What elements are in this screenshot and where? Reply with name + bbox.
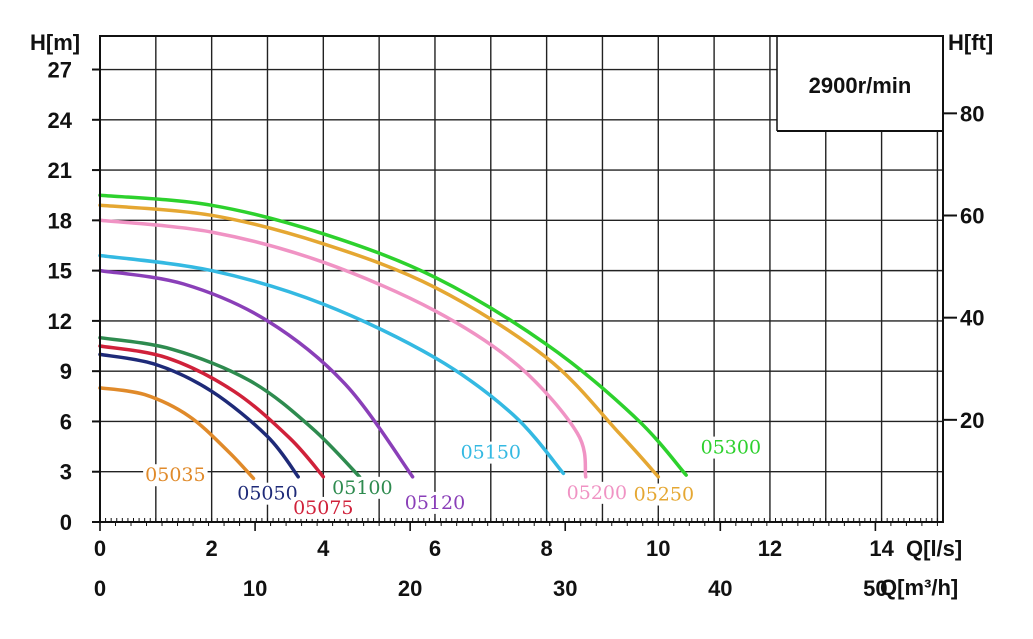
- left-tick-label: 12: [48, 309, 72, 334]
- series-label-bg: [698, 436, 764, 459]
- bottom-tick-label-ls: 10: [646, 536, 670, 561]
- right-tick-label: 20: [960, 408, 984, 433]
- curve-05035: [98, 386, 256, 481]
- series-label-05050: 05050: [237, 483, 297, 505]
- curve-05100: [98, 335, 362, 479]
- plot-frame: [99, 35, 944, 523]
- bottom-tick-label-ls: 4: [317, 536, 330, 561]
- series-label-bg: [330, 476, 395, 499]
- bottom-tick-label-ls: 6: [429, 536, 441, 561]
- series-label-bg: [564, 481, 630, 504]
- curve-05075: [98, 344, 326, 479]
- series-label-05150: 05150: [461, 442, 521, 464]
- series-label-bg: [291, 496, 356, 519]
- bottom-tick-label-m3h: 50: [863, 576, 887, 601]
- series-label-bg: [402, 491, 468, 514]
- curve-05050: [98, 352, 300, 479]
- left-axis-title: H[m]: [30, 30, 80, 55]
- left-tick-label: 18: [48, 208, 72, 233]
- curve-05200: [98, 218, 588, 479]
- series-label-bg: [458, 441, 524, 464]
- left-tick-label: 0: [60, 510, 72, 535]
- curve-05120: [98, 268, 415, 479]
- bottom-tick-label-m3h: 0: [94, 576, 106, 601]
- series-label-05250: 05250: [634, 484, 694, 506]
- bottom-tick-label-ls: 0: [94, 536, 106, 561]
- right-tick-label: 80: [960, 101, 984, 126]
- right-tick-label: 40: [960, 306, 984, 331]
- curve-05300: [98, 193, 688, 477]
- curve-05150: [98, 253, 566, 476]
- left-tick-label: 21: [48, 158, 72, 183]
- series-label-05120: 05120: [405, 492, 465, 514]
- bottom-tick-label-ls: 8: [540, 536, 552, 561]
- left-tick-label: 27: [48, 58, 72, 83]
- bottom-axis-ticks-m3h: 0 10 20 30 40 50: [94, 522, 888, 601]
- speed-box-bg: [777, 36, 943, 131]
- bottom-tick-label-m3h: 30: [553, 576, 577, 601]
- series-label-05100: 05100: [332, 477, 392, 499]
- left-tick-label: 15: [48, 259, 72, 284]
- left-tick-label: 3: [60, 460, 72, 485]
- pump-curves: [98, 193, 688, 481]
- series-label-bg: [631, 483, 697, 506]
- series-label-05200: 05200: [567, 482, 627, 504]
- bottom-tick-label-m3h: 10: [243, 576, 267, 601]
- left-tick-label: 24: [48, 108, 73, 133]
- right-tick-label: 60: [960, 204, 984, 229]
- series-label-bg: [235, 482, 300, 505]
- right-axis-title: H[ft]: [948, 30, 993, 55]
- bottom-tick-label-ls: 12: [758, 536, 782, 561]
- right-axis-ticks: 20 40 60 80: [943, 101, 984, 433]
- bottom-tick-label-m3h: 40: [708, 576, 732, 601]
- series-label-05035: 05035: [145, 464, 205, 486]
- bottom-axis-title-m3h: Q[m³/h]: [880, 575, 958, 600]
- speed-box: 2900r/min: [776, 36, 943, 132]
- series-label-05075: 05075: [293, 497, 353, 519]
- curve-05250: [98, 203, 661, 479]
- bottom-axis-ticks-ls: 0 2 4 6 8 10 12 14: [94, 536, 895, 561]
- series-label-05300: 05300: [701, 437, 761, 459]
- left-axis-ticks: 0 3 6 9 12 15 18 21 24 27: [48, 58, 100, 535]
- series-label-bg: [143, 464, 208, 487]
- bottom-tick-label-m3h: 20: [398, 576, 422, 601]
- bottom-tick-label-ls: 14: [869, 536, 894, 561]
- bottom-axis-title-ls: Q[l/s]: [906, 536, 962, 561]
- left-tick-label: 6: [60, 409, 72, 434]
- bottom-tick-label-ls: 2: [206, 536, 218, 561]
- speed-label: 2900r/min: [809, 73, 912, 98]
- left-tick-label: 9: [60, 359, 72, 384]
